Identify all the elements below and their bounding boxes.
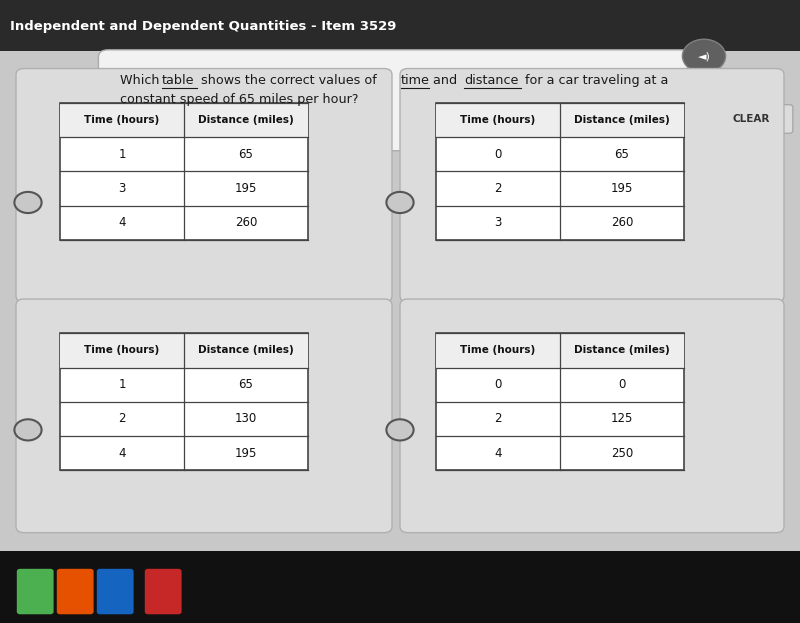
Text: 195: 195 [611, 182, 633, 195]
FancyBboxPatch shape [16, 299, 392, 533]
Text: 0: 0 [618, 378, 626, 391]
FancyBboxPatch shape [710, 105, 793, 133]
Text: Distance (miles): Distance (miles) [574, 115, 670, 125]
Text: and: and [430, 74, 462, 87]
Text: 2: 2 [494, 412, 502, 426]
Text: ◄): ◄) [698, 51, 710, 61]
Text: Which: Which [120, 74, 163, 87]
Text: 65: 65 [614, 148, 630, 161]
Text: 195: 195 [235, 182, 257, 195]
Text: 4: 4 [118, 216, 126, 229]
Circle shape [14, 419, 42, 440]
Text: CLEAR: CLEAR [733, 114, 770, 124]
FancyBboxPatch shape [436, 333, 684, 470]
Circle shape [386, 192, 414, 213]
FancyBboxPatch shape [60, 333, 308, 368]
FancyBboxPatch shape [57, 569, 94, 614]
FancyBboxPatch shape [17, 569, 54, 614]
FancyBboxPatch shape [436, 333, 684, 368]
Text: time: time [401, 74, 430, 87]
Text: 0: 0 [494, 378, 502, 391]
Circle shape [386, 419, 414, 440]
Text: 250: 250 [611, 447, 633, 460]
Text: 3: 3 [494, 216, 502, 229]
FancyBboxPatch shape [60, 103, 308, 240]
Text: Time (hours): Time (hours) [84, 345, 160, 356]
Text: Distance (miles): Distance (miles) [198, 345, 294, 356]
Text: 65: 65 [238, 148, 254, 161]
FancyBboxPatch shape [60, 333, 308, 470]
Text: 2: 2 [118, 412, 126, 426]
Text: 2: 2 [494, 182, 502, 195]
FancyBboxPatch shape [16, 69, 392, 302]
Text: 0: 0 [494, 148, 502, 161]
FancyBboxPatch shape [436, 103, 684, 137]
Text: Time (hours): Time (hours) [460, 115, 536, 125]
Text: 125: 125 [611, 412, 633, 426]
FancyBboxPatch shape [98, 50, 710, 151]
Text: Distance (miles): Distance (miles) [198, 115, 294, 125]
FancyBboxPatch shape [400, 69, 784, 302]
FancyBboxPatch shape [97, 569, 134, 614]
Text: for a car traveling at a: for a car traveling at a [521, 74, 668, 87]
Text: 1: 1 [118, 148, 126, 161]
Text: Independent and Dependent Quantities - Item 3529: Independent and Dependent Quantities - I… [10, 20, 396, 32]
Text: constant speed of 65 miles per hour?: constant speed of 65 miles per hour? [120, 93, 358, 106]
Text: 195: 195 [235, 447, 257, 460]
Circle shape [14, 192, 42, 213]
FancyBboxPatch shape [0, 551, 800, 623]
Text: Time (hours): Time (hours) [84, 115, 160, 125]
Text: 1: 1 [118, 378, 126, 391]
Text: 4: 4 [494, 447, 502, 460]
Text: shows the correct values of: shows the correct values of [198, 74, 381, 87]
FancyBboxPatch shape [0, 0, 800, 51]
Text: 3: 3 [118, 182, 126, 195]
Text: 4: 4 [118, 447, 126, 460]
Text: Distance (miles): Distance (miles) [574, 345, 670, 356]
FancyBboxPatch shape [436, 103, 684, 240]
Text: Time (hours): Time (hours) [460, 345, 536, 356]
Text: 65: 65 [238, 378, 254, 391]
FancyBboxPatch shape [145, 569, 182, 614]
Text: 260: 260 [235, 216, 257, 229]
Text: 130: 130 [235, 412, 257, 426]
FancyBboxPatch shape [400, 299, 784, 533]
Circle shape [682, 39, 726, 73]
FancyBboxPatch shape [60, 103, 308, 137]
Text: 260: 260 [611, 216, 633, 229]
Text: table: table [162, 74, 194, 87]
Text: distance: distance [464, 74, 518, 87]
